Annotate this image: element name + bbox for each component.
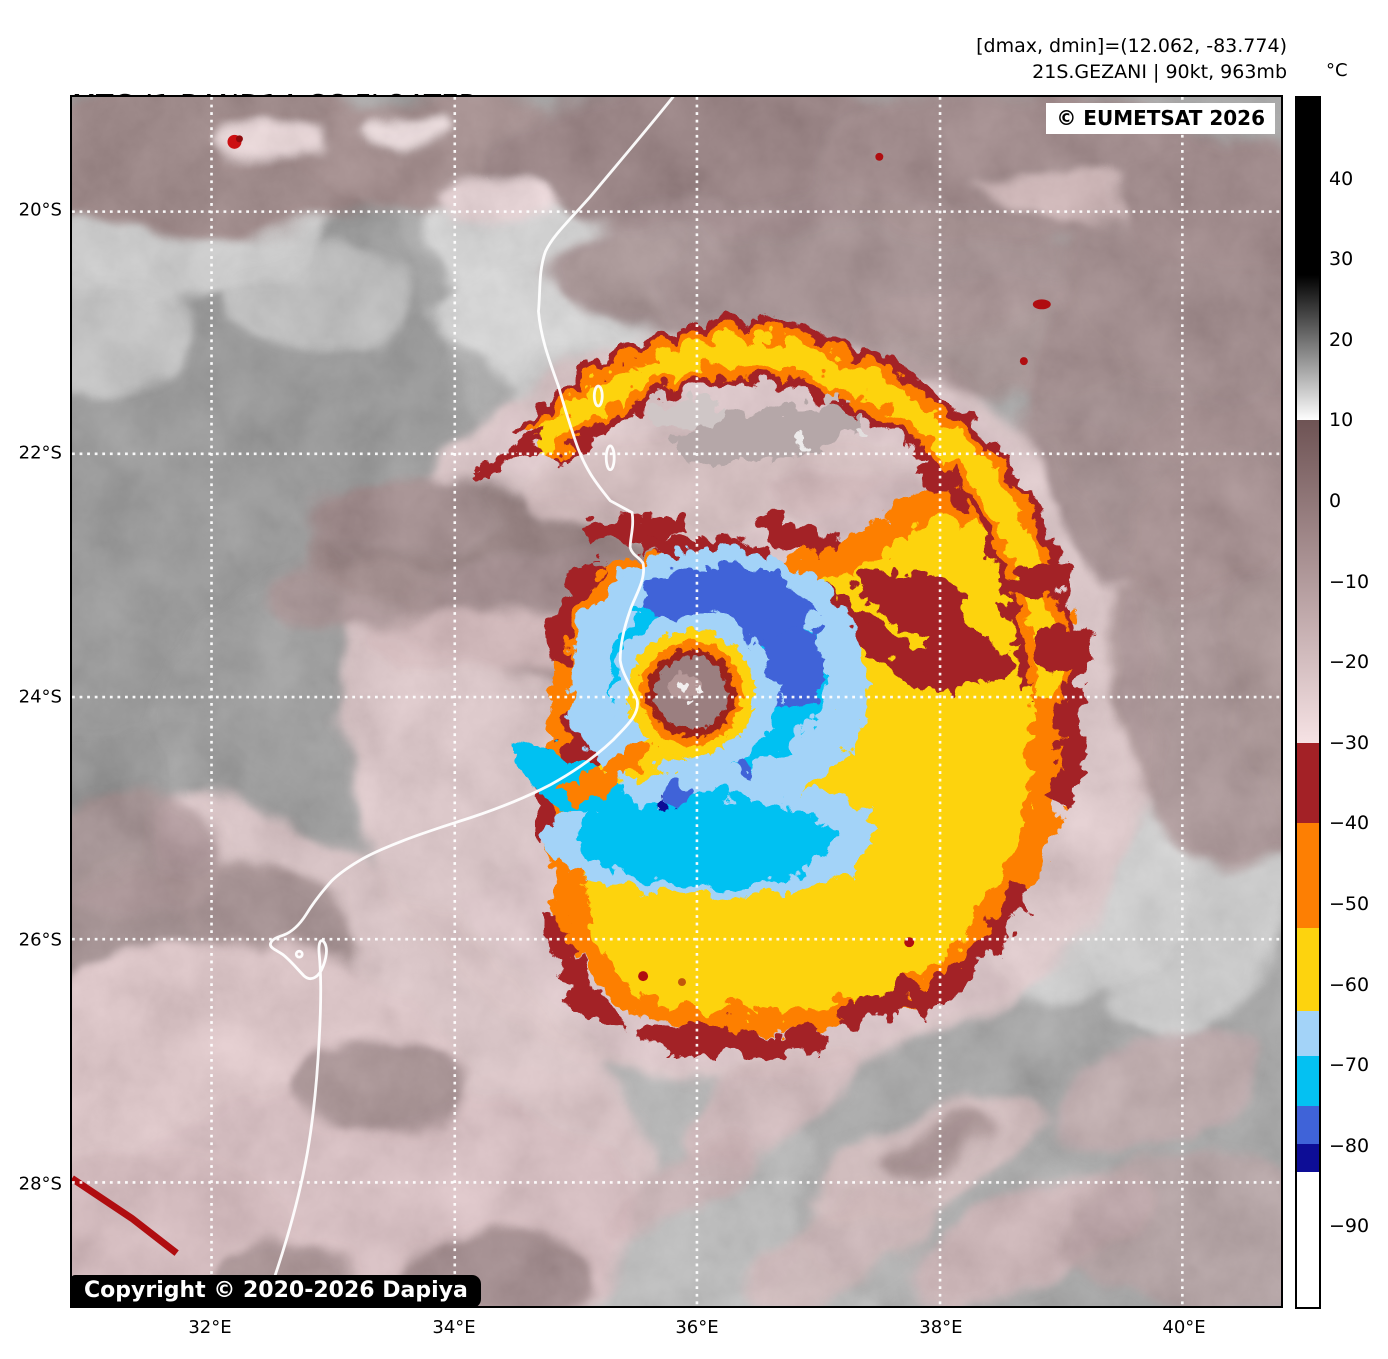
lon-tick-label-1: 34°E [432, 1317, 476, 1338]
lat-tick-label-2: 24°S [18, 686, 62, 708]
colorbar-tick-label-1: 30 [1329, 248, 1354, 271]
lat-tick-label-1: 22°S [18, 442, 62, 464]
lon-tick-label-4: 40°E [1162, 1317, 1206, 1338]
colorbar-segment-3 [1297, 742, 1319, 824]
lon-tick-label-2: 36°E [675, 1317, 719, 1338]
colorbar-tick-label-6: −20 [1329, 651, 1370, 674]
colorbar-tick-label-7: −30 [1329, 731, 1370, 754]
satellite-map: © EUMETSAT 2026 Copyright © 2020-2026 Da… [70, 95, 1283, 1308]
convective-specks [72, 134, 1051, 1256]
colorbar-segment-7 [1297, 1055, 1319, 1107]
colorbar-tick-label-12: −80 [1329, 1134, 1370, 1157]
colorbar-segment-4 [1297, 823, 1319, 929]
coastline [262, 97, 675, 1306]
colorbar-tick-label-8: −40 [1329, 812, 1370, 835]
colorbar-unit-label: °C [1326, 60, 1348, 81]
colorbar-segment-1 [1297, 275, 1319, 421]
outer-rainband-arc [467, 313, 1084, 687]
lon-tick-label-3: 38°E [919, 1317, 963, 1338]
colorbar-segment-9 [1297, 1144, 1319, 1173]
lat-tick-label-0: 20°S [18, 199, 62, 221]
colorbar-segment-2 [1297, 420, 1319, 744]
colorbar-tick-label-11: −70 [1329, 1054, 1370, 1077]
colorbar-tick-label-0: 40 [1329, 167, 1354, 190]
colorbar-tick-label-5: −10 [1329, 570, 1370, 593]
colorbar-segment-10 [1297, 1171, 1319, 1307]
colorbar-tick-label-3: 10 [1329, 409, 1354, 432]
lat-tick-label-4: 28°S [18, 1173, 62, 1195]
colorbar-segment-6 [1297, 1011, 1319, 1057]
colorbar-tick-label-9: −50 [1329, 893, 1370, 915]
colorbar-segment-5 [1297, 928, 1319, 1012]
dmax-dmin-label: [dmax, dmin]=(12.062, -83.774) [976, 35, 1287, 57]
header-right-block: [dmax, dmin]=(12.062, -83.774) 21S.GEZAN… [976, 33, 1287, 85]
satellite-image [72, 97, 1281, 1306]
colorbar-tick-label-13: −90 [1329, 1215, 1370, 1238]
copyright-badge: Copyright © 2020-2026 Dapiya [71, 1275, 481, 1308]
colorbar-tick-label-4: 0 [1329, 490, 1342, 512]
lon-tick-label-0: 32°E [188, 1317, 232, 1338]
eumetsat-watermark: © EUMETSAT 2026 [1046, 103, 1275, 134]
colorbar-tick-label-2: 20 [1329, 328, 1354, 351]
colorbar-segment-8 [1297, 1106, 1319, 1145]
temperature-colorbar [1295, 96, 1321, 1309]
colorbar-segment-0 [1297, 98, 1319, 276]
lat-tick-label-3: 26°S [18, 929, 62, 951]
cyclone-eye [625, 627, 751, 753]
graticule [72, 97, 1281, 1306]
colorbar-tick-label-10: −60 [1329, 973, 1370, 996]
storm-info-label: 21S.GEZANI | 90kt, 963mb [1032, 61, 1287, 83]
